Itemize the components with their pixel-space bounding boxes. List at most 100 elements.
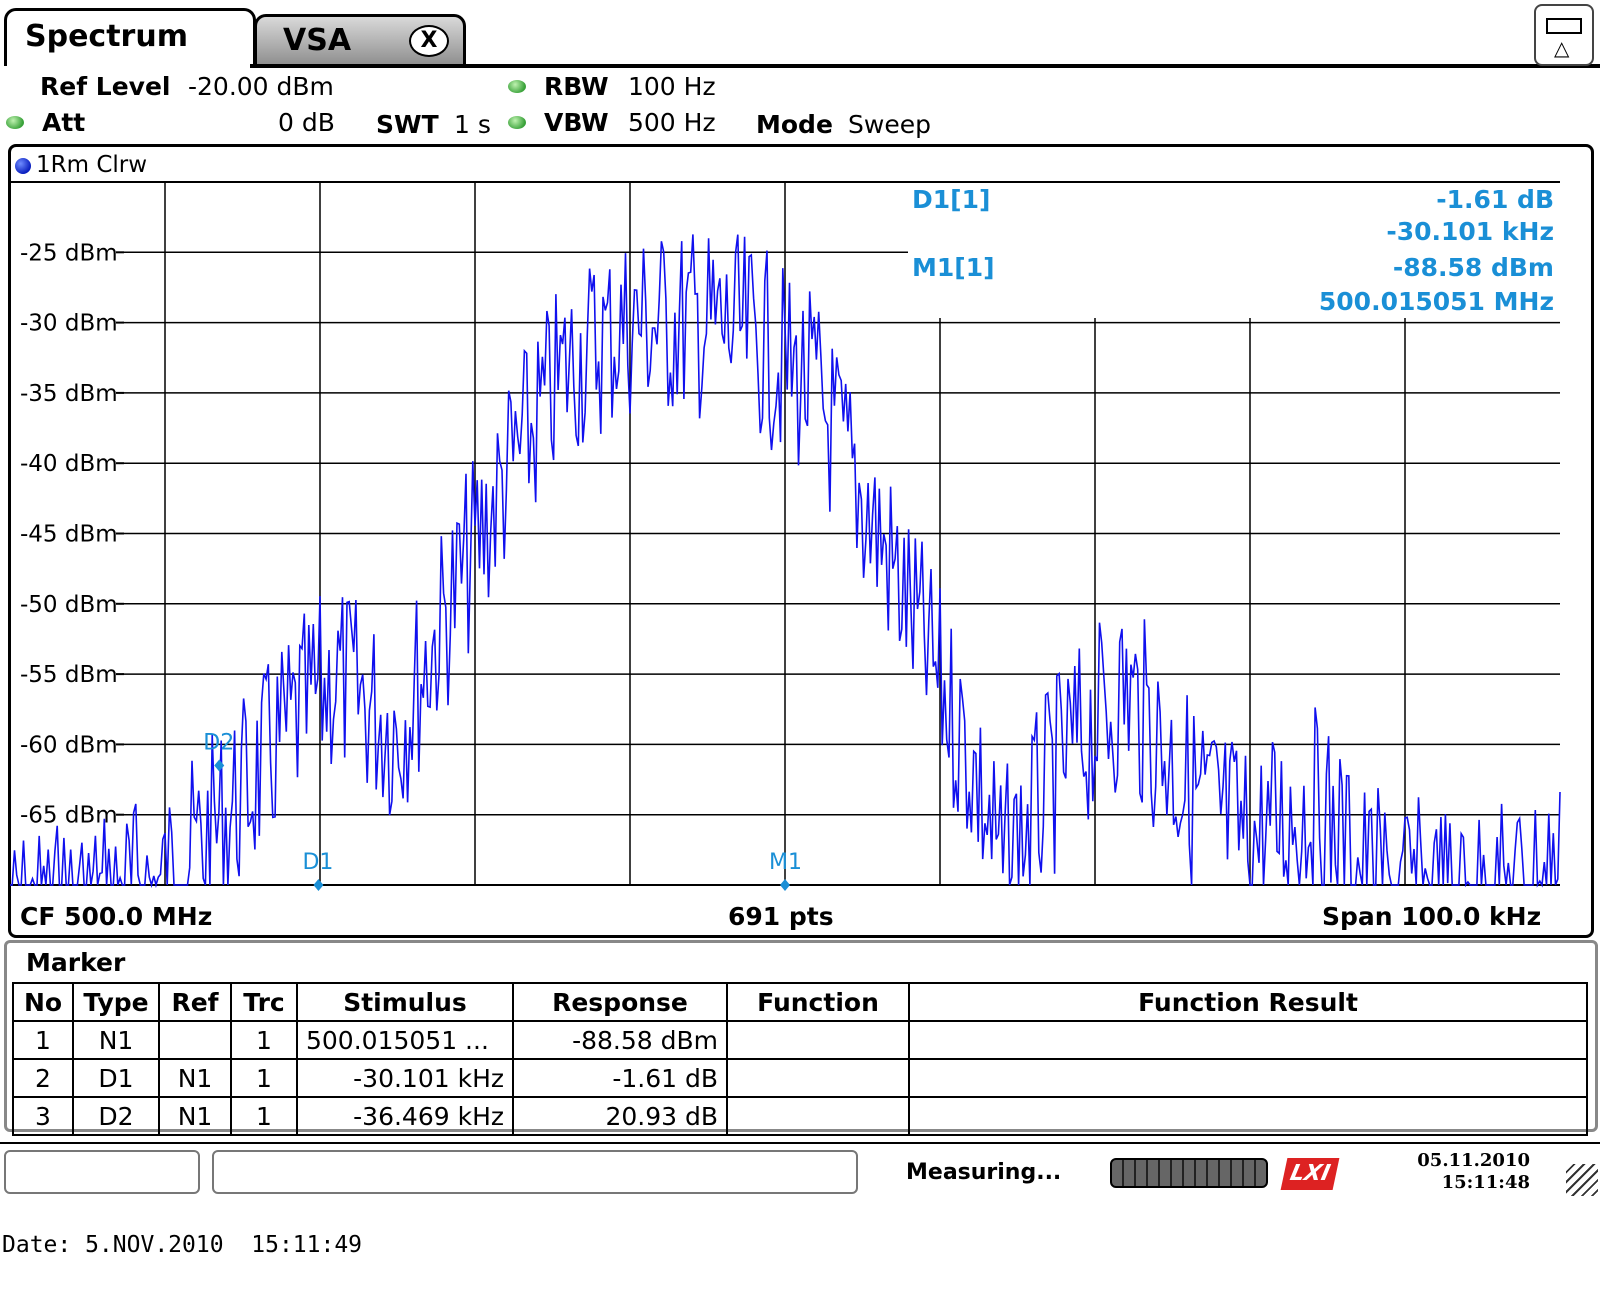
table-row[interactable]: 2 D1 N1 1 -30.101 kHz -1.61 dB — [12, 1058, 1588, 1098]
spectrum-diagram — [8, 144, 1594, 938]
cell-response: -1.61 dB — [512, 1058, 728, 1098]
cell-no: 1 — [12, 1020, 74, 1060]
marker-diamond-icon — [780, 879, 790, 891]
col-trc: Trc — [230, 982, 298, 1022]
resize-grip-icon[interactable] — [1566, 1164, 1598, 1196]
cell-trc: 1 — [230, 1020, 298, 1060]
measuring-status: Measuring... — [906, 1160, 1062, 1185]
table-row[interactable]: 3 D2 N1 1 -36.469 kHz 20.93 dB — [12, 1096, 1588, 1136]
vbw-value[interactable]: 500 Hz — [628, 108, 716, 137]
marker-diamond-icon — [313, 879, 324, 891]
marker-table-header: No Type Ref Trc Stimulus Response Functi… — [12, 982, 1588, 1022]
y-axis-tick-label: -25 dBm — [20, 240, 118, 266]
status-time: 15:11:48 — [1441, 1172, 1530, 1193]
swt-label: SWT — [376, 110, 439, 139]
swt-value[interactable]: 1 s — [454, 110, 491, 139]
tab-vsa[interactable]: VSA X — [254, 14, 466, 66]
cell-function — [726, 1020, 910, 1060]
sweep-points: 691 pts — [728, 902, 834, 931]
col-function: Function — [726, 982, 910, 1022]
frequency-span[interactable]: Span 100.0 kHz — [1322, 902, 1542, 931]
cell-type: N1 — [72, 1020, 160, 1060]
vbw-status-led-icon — [508, 116, 526, 129]
trace-indicator-icon — [15, 158, 31, 174]
tab-vsa-label: VSA — [283, 23, 352, 58]
print-date-footer: Date: 5.NOV.2010 15:11:49 — [2, 1232, 363, 1258]
marker-readout-d1-level: -1.61 dB — [1436, 185, 1554, 214]
y-axis-tick-label: -60 dBm — [20, 732, 118, 758]
cell-function-result — [908, 1096, 1588, 1136]
marker-readout-d1-freq: -30.101 kHz — [1386, 217, 1554, 246]
y-axis-tick-label: -50 dBm — [20, 592, 118, 618]
rbw-label: RBW — [544, 72, 609, 101]
triangle-icon: △ — [1554, 36, 1570, 60]
cell-stimulus: -36.469 kHz — [296, 1096, 514, 1136]
mode-value[interactable]: Sweep — [848, 110, 931, 139]
cell-no: 3 — [12, 1096, 74, 1136]
att-status-led-icon — [6, 116, 24, 129]
lxi-logo: LXI — [1280, 1158, 1340, 1190]
table-row[interactable]: 1 N1 1 500.015051 ... -88.58 dBm — [12, 1020, 1588, 1060]
battery-icon — [1546, 18, 1582, 34]
center-frequency[interactable]: CF 500.0 MHz — [20, 902, 213, 931]
cell-stimulus: 500.015051 ... — [296, 1020, 514, 1060]
y-axis-tick-label: -55 dBm — [20, 662, 118, 688]
marker-table-title: Marker — [26, 948, 126, 977]
status-date: 05.11.2010 — [1417, 1150, 1530, 1171]
y-axis-tick-label: -45 dBm — [20, 522, 118, 548]
status-field-left[interactable] — [4, 1150, 200, 1194]
marker-label: M1 — [769, 850, 802, 875]
tab-spectrum[interactable]: Spectrum — [4, 8, 256, 66]
ref-level-label: Ref Level — [40, 72, 171, 101]
col-ref: Ref — [158, 982, 232, 1022]
cell-trc: 1 — [230, 1058, 298, 1098]
col-function-result: Function Result — [908, 982, 1588, 1022]
cell-trc: 1 — [230, 1096, 298, 1136]
cell-response: 20.93 dB — [512, 1096, 728, 1136]
marker-readout-m1-level: -88.58 dBm — [1393, 253, 1554, 282]
cell-ref — [158, 1020, 232, 1060]
marker-label: D2 — [203, 730, 234, 755]
vbw-label: VBW — [544, 108, 609, 137]
cell-type: D2 — [72, 1096, 160, 1136]
marker-table: No Type Ref Trc Stimulus Response Functi… — [12, 982, 1588, 1136]
cell-response: -88.58 dBm — [512, 1020, 728, 1060]
y-axis-tick-label: -40 dBm — [20, 451, 118, 477]
marker-readout-d1-label: D1[1] — [912, 185, 990, 214]
marker-readout-m1-label: M1[1] — [912, 253, 995, 282]
col-response: Response — [512, 982, 728, 1022]
marker-readout-m1-freq: 500.015051 MHz — [1319, 287, 1554, 316]
marker-diamond-icon — [214, 759, 225, 772]
marker-label: D1 — [302, 850, 333, 875]
sweep-progress-bar — [1110, 1158, 1268, 1188]
cell-no: 2 — [12, 1058, 74, 1098]
col-stimulus: Stimulus — [296, 982, 514, 1022]
cell-function — [726, 1058, 910, 1098]
tab-divider — [250, 64, 1600, 68]
cell-function — [726, 1096, 910, 1136]
close-icon[interactable]: X — [409, 25, 449, 57]
y-axis-tick-label: -30 dBm — [20, 311, 118, 337]
att-label: Att — [42, 108, 86, 137]
col-type: Type — [72, 982, 160, 1022]
col-no: No — [12, 982, 74, 1022]
rbw-status-led-icon — [508, 80, 526, 93]
cell-ref: N1 — [158, 1058, 232, 1098]
display-config-button[interactable]: △ — [1534, 4, 1594, 66]
rbw-value[interactable]: 100 Hz — [628, 72, 716, 101]
cell-function-result — [908, 1020, 1588, 1060]
cell-stimulus: -30.101 kHz — [296, 1058, 514, 1098]
mode-label: Mode — [756, 110, 833, 139]
status-field-message[interactable] — [212, 1150, 858, 1194]
tab-spectrum-label: Spectrum — [25, 19, 188, 54]
status-bar-divider — [0, 1142, 1600, 1144]
ref-level-value[interactable]: -20.00 dBm — [188, 72, 334, 101]
cell-function-result — [908, 1058, 1588, 1098]
y-axis-tick-label: -35 dBm — [20, 381, 118, 407]
trace-label[interactable]: 1Rm Clrw — [36, 152, 148, 178]
att-value[interactable]: 0 dB — [278, 108, 335, 137]
y-axis-tick-label: -65 dBm — [20, 803, 118, 829]
spectrum-trace — [10, 234, 1561, 889]
cell-type: D1 — [72, 1058, 160, 1098]
